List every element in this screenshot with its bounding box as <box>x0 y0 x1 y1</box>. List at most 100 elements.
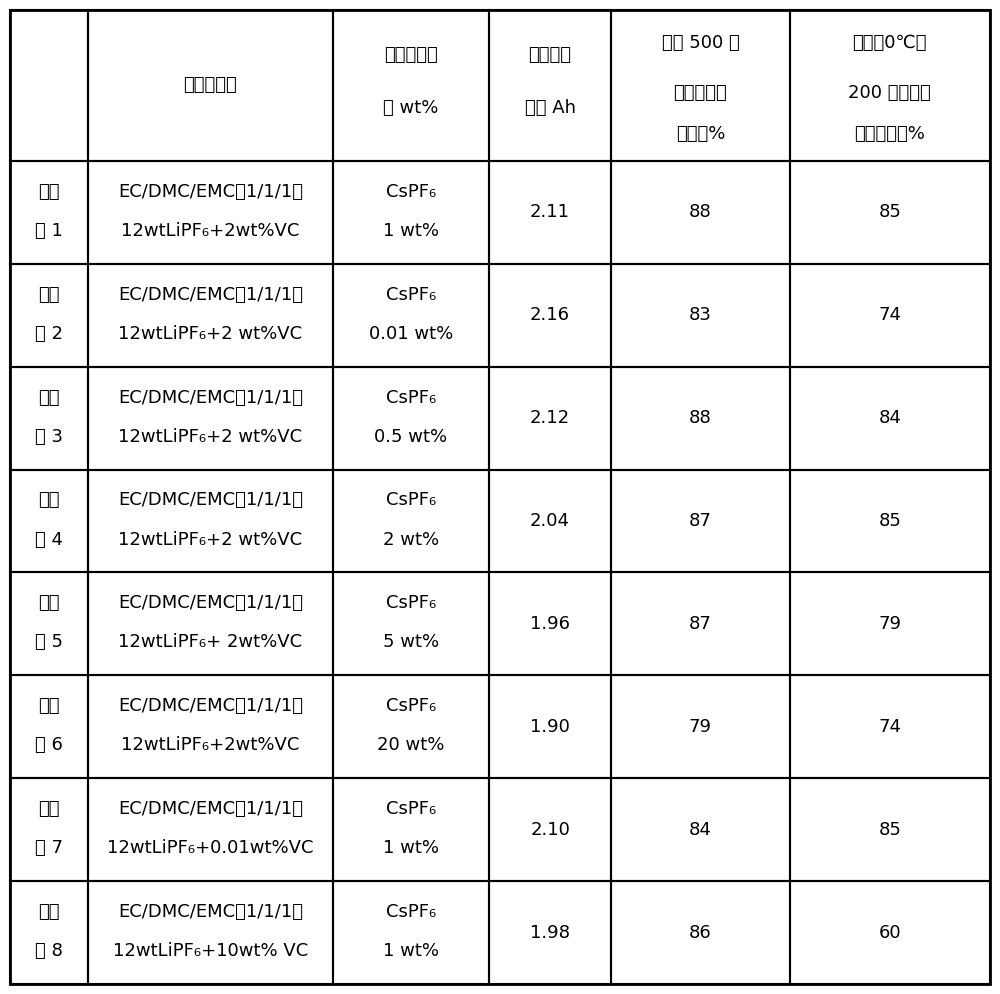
Text: 12wtLiPF₆+2 wt%VC: 12wtLiPF₆+2 wt%VC <box>118 325 303 343</box>
Bar <box>10 161 88 263</box>
Text: 低温（0℃）: 低温（0℃） <box>853 34 927 52</box>
Text: CsPF₆: CsPF₆ <box>386 903 436 921</box>
Text: 1.96: 1.96 <box>530 615 570 633</box>
Text: CsPF₆: CsPF₆ <box>386 389 436 407</box>
Text: 电解液组成: 电解液组成 <box>184 77 237 94</box>
Text: 1.90: 1.90 <box>530 718 570 736</box>
Text: 实施: 实施 <box>38 285 60 304</box>
Text: 容量保持率%: 容量保持率% <box>854 125 925 143</box>
Text: 79: 79 <box>878 615 901 633</box>
Text: 74: 74 <box>878 718 901 736</box>
Bar <box>333 263 489 367</box>
Bar <box>611 263 790 367</box>
Text: 85: 85 <box>878 512 901 530</box>
Text: 2.12: 2.12 <box>530 410 570 427</box>
Bar <box>489 367 611 469</box>
Bar <box>790 161 990 263</box>
Text: 12wtLiPF₆+0.01wt%VC: 12wtLiPF₆+0.01wt%VC <box>107 839 314 857</box>
Bar <box>333 367 489 469</box>
Bar <box>88 10 333 161</box>
Bar <box>333 778 489 881</box>
Text: 0.01 wt%: 0.01 wt% <box>369 325 453 343</box>
Text: EC/DMC/EMC（1/1/1）: EC/DMC/EMC（1/1/1） <box>118 697 303 716</box>
Bar <box>88 778 333 881</box>
Text: 1.98: 1.98 <box>530 923 570 941</box>
Bar <box>790 675 990 778</box>
Text: 12wtLiPF₆+ 2wt%VC: 12wtLiPF₆+ 2wt%VC <box>118 633 303 651</box>
Bar <box>489 469 611 573</box>
Bar <box>10 10 88 161</box>
Text: 12wtLiPF₆+2wt%VC: 12wtLiPF₆+2wt%VC <box>121 222 300 240</box>
Bar <box>10 881 88 984</box>
Bar <box>790 881 990 984</box>
Text: CsPF₆: CsPF₆ <box>386 697 436 716</box>
Text: 例 6: 例 6 <box>35 737 63 754</box>
Bar <box>10 367 88 469</box>
Text: 87: 87 <box>689 615 712 633</box>
Text: 83: 83 <box>689 306 712 324</box>
Text: 12wtLiPF₆+2 wt%VC: 12wtLiPF₆+2 wt%VC <box>118 531 303 549</box>
Bar <box>790 10 990 161</box>
Bar <box>10 573 88 675</box>
Text: 例 5: 例 5 <box>35 633 63 651</box>
Text: 例 4: 例 4 <box>35 531 63 549</box>
Text: 88: 88 <box>689 410 712 427</box>
Bar <box>88 161 333 263</box>
Bar <box>489 881 611 984</box>
Text: 20 wt%: 20 wt% <box>377 737 445 754</box>
Text: EC/DMC/EMC（1/1/1）: EC/DMC/EMC（1/1/1） <box>118 389 303 407</box>
Text: 实施: 实施 <box>38 389 60 407</box>
Bar <box>611 469 790 573</box>
Text: EC/DMC/EMC（1/1/1）: EC/DMC/EMC（1/1/1） <box>118 491 303 510</box>
Text: EC/DMC/EMC（1/1/1）: EC/DMC/EMC（1/1/1） <box>118 800 303 818</box>
Bar <box>790 263 990 367</box>
Text: 实施: 实施 <box>38 183 60 201</box>
Bar <box>489 778 611 881</box>
Text: 容量 Ah: 容量 Ah <box>525 99 576 117</box>
Text: 12wtLiPF₆+10wt% VC: 12wtLiPF₆+10wt% VC <box>113 942 308 960</box>
Bar <box>88 469 333 573</box>
Text: 1 wt%: 1 wt% <box>383 942 439 960</box>
Bar <box>611 573 790 675</box>
Text: CsPF₆: CsPF₆ <box>386 491 436 510</box>
Bar <box>333 469 489 573</box>
Text: 例 3: 例 3 <box>35 427 63 445</box>
Text: 79: 79 <box>689 718 712 736</box>
Text: CsPF₆: CsPF₆ <box>386 800 436 818</box>
Bar <box>88 881 333 984</box>
Text: 86: 86 <box>689 923 712 941</box>
Bar <box>489 10 611 161</box>
Bar <box>611 10 790 161</box>
Text: 0.5 wt%: 0.5 wt% <box>374 427 447 445</box>
Text: 2.04: 2.04 <box>530 512 570 530</box>
Text: 87: 87 <box>689 512 712 530</box>
Text: 1 wt%: 1 wt% <box>383 222 439 240</box>
Text: 5 wt%: 5 wt% <box>383 633 439 651</box>
Bar <box>611 881 790 984</box>
Bar <box>88 675 333 778</box>
Text: 保持率%: 保持率% <box>676 125 725 143</box>
Text: 1 wt%: 1 wt% <box>383 839 439 857</box>
Text: 12wtLiPF₆+2 wt%VC: 12wtLiPF₆+2 wt%VC <box>118 427 303 445</box>
Text: 200 次循环后: 200 次循环后 <box>848 83 931 102</box>
Text: 例 2: 例 2 <box>35 325 63 343</box>
Text: CsPF₆: CsPF₆ <box>386 285 436 304</box>
Bar <box>790 573 990 675</box>
Bar <box>790 367 990 469</box>
Bar <box>88 367 333 469</box>
Bar <box>88 573 333 675</box>
Bar <box>611 675 790 778</box>
Text: 初始放电: 初始放电 <box>529 47 572 65</box>
Bar <box>10 675 88 778</box>
Text: 85: 85 <box>878 821 901 839</box>
Text: 循环后容量: 循环后容量 <box>674 83 727 102</box>
Text: 84: 84 <box>689 821 712 839</box>
Text: 74: 74 <box>878 306 901 324</box>
Text: 实施: 实施 <box>38 903 60 921</box>
Bar <box>333 573 489 675</box>
Text: 84: 84 <box>878 410 901 427</box>
Text: 2.16: 2.16 <box>530 306 570 324</box>
Bar <box>10 469 88 573</box>
Bar <box>88 263 333 367</box>
Text: 2.10: 2.10 <box>530 821 570 839</box>
